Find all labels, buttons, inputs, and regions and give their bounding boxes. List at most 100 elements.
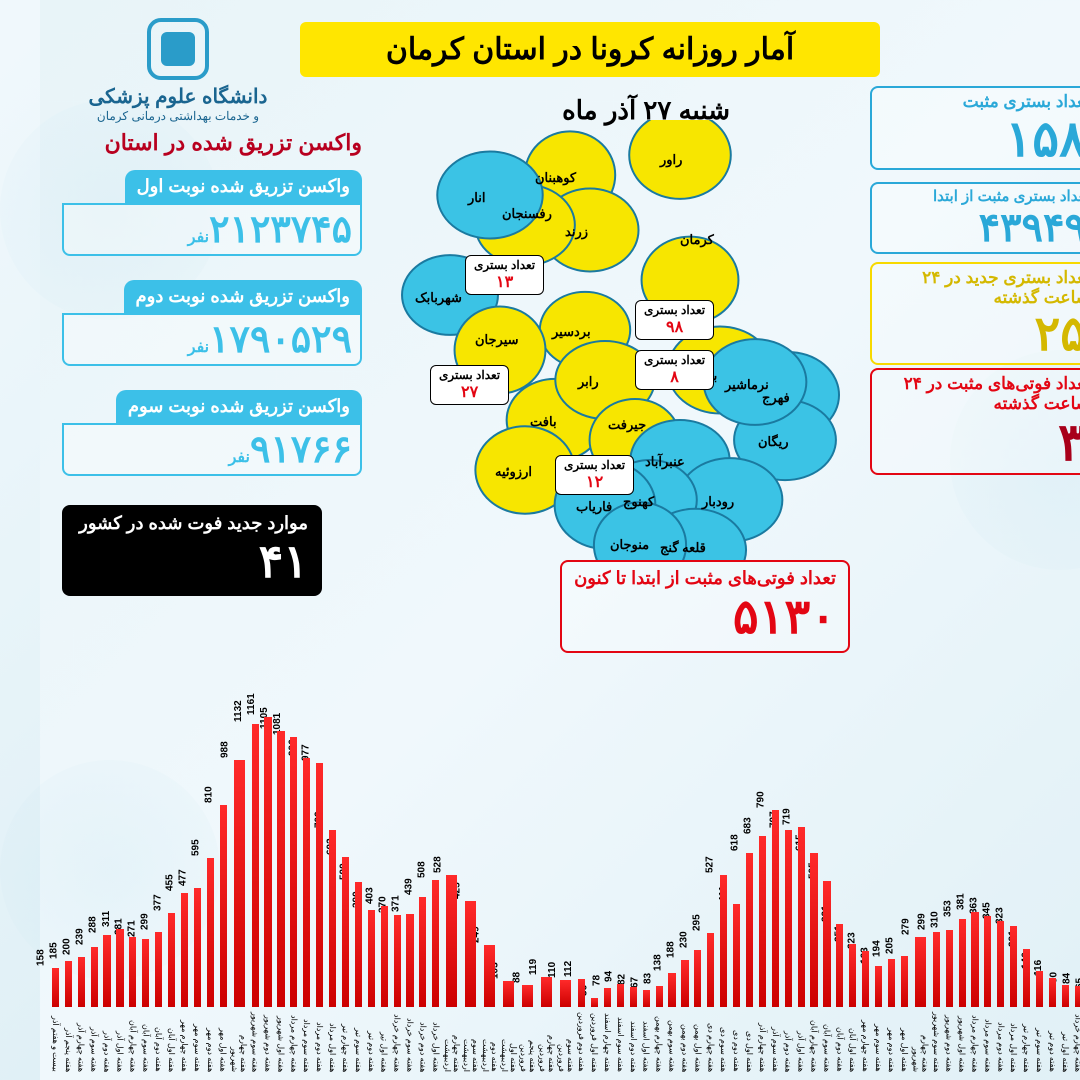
bar-value: 618 <box>690 834 701 851</box>
bar-column: 231هفته چهارم تیر <box>981 949 993 1072</box>
deaths-24h-stat: تعداد فوتی‌های مثبت در ۲۴ ساعت گذشته ۳ <box>830 368 1060 475</box>
hospitalized-total-stat: تعداد بستری مثبت از ابتدا ۴۳۹۴۹ <box>830 182 1060 254</box>
bar-label: هفته اول تیر <box>1021 1010 1030 1072</box>
bar-column: 707هفته دوم آذر <box>742 830 754 1072</box>
bar-value: 371 <box>351 896 362 913</box>
bar-column: 1081هفته چهارم مرداد <box>248 737 260 1072</box>
bar: 527 <box>680 875 687 1007</box>
bar-column: 311هفته اول آذر <box>74 929 86 1072</box>
bar-label: بیست و هفتم آذر <box>11 1010 20 1072</box>
bar: 353 <box>919 919 926 1007</box>
vaccine-title: واکسن تزریق شده در استان <box>22 130 322 156</box>
bar-label: هفته اول مهر <box>179 1010 188 1072</box>
bar-label: هفته چهارم خرداد <box>353 1010 362 1072</box>
bar: 810 <box>180 805 187 1007</box>
bar-value: 194 <box>832 940 843 957</box>
bar-column: 271هفته سوم آبان <box>100 939 112 1072</box>
bar-value: 119 <box>488 959 499 975</box>
bar-column: 36هفته اول فروردین <box>549 998 561 1072</box>
bar-label: هفته دوم شهریور <box>905 1010 914 1072</box>
bar-label: هفته دوم فروردین <box>537 1010 546 1072</box>
bar-value: 112 <box>523 961 534 977</box>
bar-column: 299هفته سوم شهریور <box>890 932 902 1072</box>
bar-column: 370هفته چهارم خرداد <box>351 915 363 1072</box>
bar-value: 810 <box>164 786 175 803</box>
bar-column: 683هفته چهارم آذر <box>716 836 728 1072</box>
bar-value: 299 <box>99 914 110 931</box>
bar-value: 595 <box>151 840 162 857</box>
weekly-bar-chart: 46هفته دوم خرداد65هفته سوم خرداد84هفته چ… <box>10 692 1070 1072</box>
bar-value: 185 <box>9 942 20 959</box>
national-deaths: موارد جدید فوت شده در کشور ۴۱ <box>22 505 282 596</box>
bar: 403 <box>341 906 348 1007</box>
bar-column: 223هفته چهارم مهر <box>820 951 832 1072</box>
bar-label: هفته سوم آبان <box>101 1010 110 1072</box>
bar-value: 110 <box>507 961 518 977</box>
bar-label: هفته اول دی <box>705 1010 714 1072</box>
bar-column: 353هفته اول شهریور <box>916 919 928 1072</box>
bar-label: هفته سوم فروردین <box>517 1010 535 1072</box>
bar-label: هفته دوم خرداد <box>378 1010 387 1072</box>
bar-label: هفته دوم بهمن <box>640 1010 649 1072</box>
total-death-label: تعداد فوتی‌های مثبت از ابتدا تا کنون <box>534 568 796 589</box>
bar-label: هفته دوم دی <box>692 1010 701 1072</box>
bar-label: هفته سوم دی <box>679 1010 688 1072</box>
bar-column: 790هفته سوم آذر <box>729 810 741 1072</box>
bar-value: 1161 <box>206 693 217 715</box>
bar: 1161 <box>224 717 231 1007</box>
bar-column: 977هفته دوم مرداد <box>274 763 286 1072</box>
bar: 390 <box>328 910 335 1007</box>
bar-column: 279هفته چهارم شهریور <box>871 937 889 1072</box>
bar-value: 230 <box>639 931 650 948</box>
bar-value: 94 <box>564 970 575 981</box>
bar-column: 163هفته سوم مهر <box>833 966 845 1072</box>
bar-label: هفته چهارم مهر <box>140 1010 149 1072</box>
bar: 477 <box>154 888 161 1007</box>
bar-value: 311 <box>61 911 72 927</box>
bar-column: 439هفته دوم خرداد <box>377 897 389 1072</box>
bar: 299 <box>115 932 122 1007</box>
bar-column: 323هفته اول مرداد <box>968 926 980 1072</box>
bar: 528 <box>406 875 417 1007</box>
stat-value: ۴۳۹۴۹ <box>840 206 1050 250</box>
bar: 230 <box>654 950 661 1007</box>
bar-label: هفته دوم شهریور <box>224 1010 233 1072</box>
bar-column: 618 هفته اول دی <box>704 853 716 1072</box>
bar-label: هفته اول خرداد <box>391 1010 400 1072</box>
bar: 618 <box>706 853 713 1007</box>
bar-label: هفته دوم اردیبهشت <box>441 1010 459 1072</box>
bar-column: 205هفته اول مهر <box>858 956 870 1072</box>
bar-label: هفته اول آبان <box>127 1010 136 1072</box>
bar: 112 <box>538 979 545 1007</box>
bar-label: هفته دوم تیر <box>327 1010 336 1072</box>
bar-label: هفته پنجم آذر <box>24 1010 33 1072</box>
bar-label: هفته دوم مهر <box>847 1010 856 1072</box>
bar-value: 239 <box>35 929 46 946</box>
bar-column: 295هفته چهارم دی <box>665 933 677 1072</box>
vaccine-dose1: واکسن تزریق شده نوبت اول ۲۱۲۳۷۴۵نفر <box>22 170 322 256</box>
bar-column: 88هفته پنجم فروردین <box>479 985 497 1072</box>
bar-value: 528 <box>392 856 403 873</box>
bar-value: 353 <box>903 900 914 917</box>
bar: 78 <box>564 988 571 1007</box>
bar-value: 295 <box>651 915 662 932</box>
bar-column: 119هفته چهارم فروردین <box>498 977 516 1072</box>
bar-column: 595هفته دوم مهر <box>164 858 176 1072</box>
bar-column: 65هفته سوم خرداد <box>1045 991 1057 1072</box>
bar-column: 1132هفته سوم شهریور <box>209 724 221 1072</box>
bar-column: 138هفته سوم بهمن <box>626 973 638 1072</box>
bar-label: هفته سوم بهمن <box>628 1010 637 1072</box>
bar: 239 <box>51 947 58 1007</box>
bar-value: 158 <box>0 949 7 966</box>
bar: 381 <box>931 912 938 1007</box>
bar-label: هفته اول بهمن <box>653 1010 662 1072</box>
bar-column: 709هفته اول مرداد <box>287 830 299 1072</box>
bar-value: 288 <box>48 916 59 933</box>
bar-value: 78 <box>551 974 562 985</box>
bar-value: 83 <box>603 973 614 984</box>
bar: 83 <box>616 986 623 1007</box>
bar: 977 <box>276 763 283 1007</box>
bar-label: هفته دوم خرداد <box>1060 1010 1069 1072</box>
total-deaths: تعداد فوتی‌های مثبت از ابتدا تا کنون ۵۱۳… <box>520 560 810 653</box>
bar: 602 <box>302 857 309 1007</box>
